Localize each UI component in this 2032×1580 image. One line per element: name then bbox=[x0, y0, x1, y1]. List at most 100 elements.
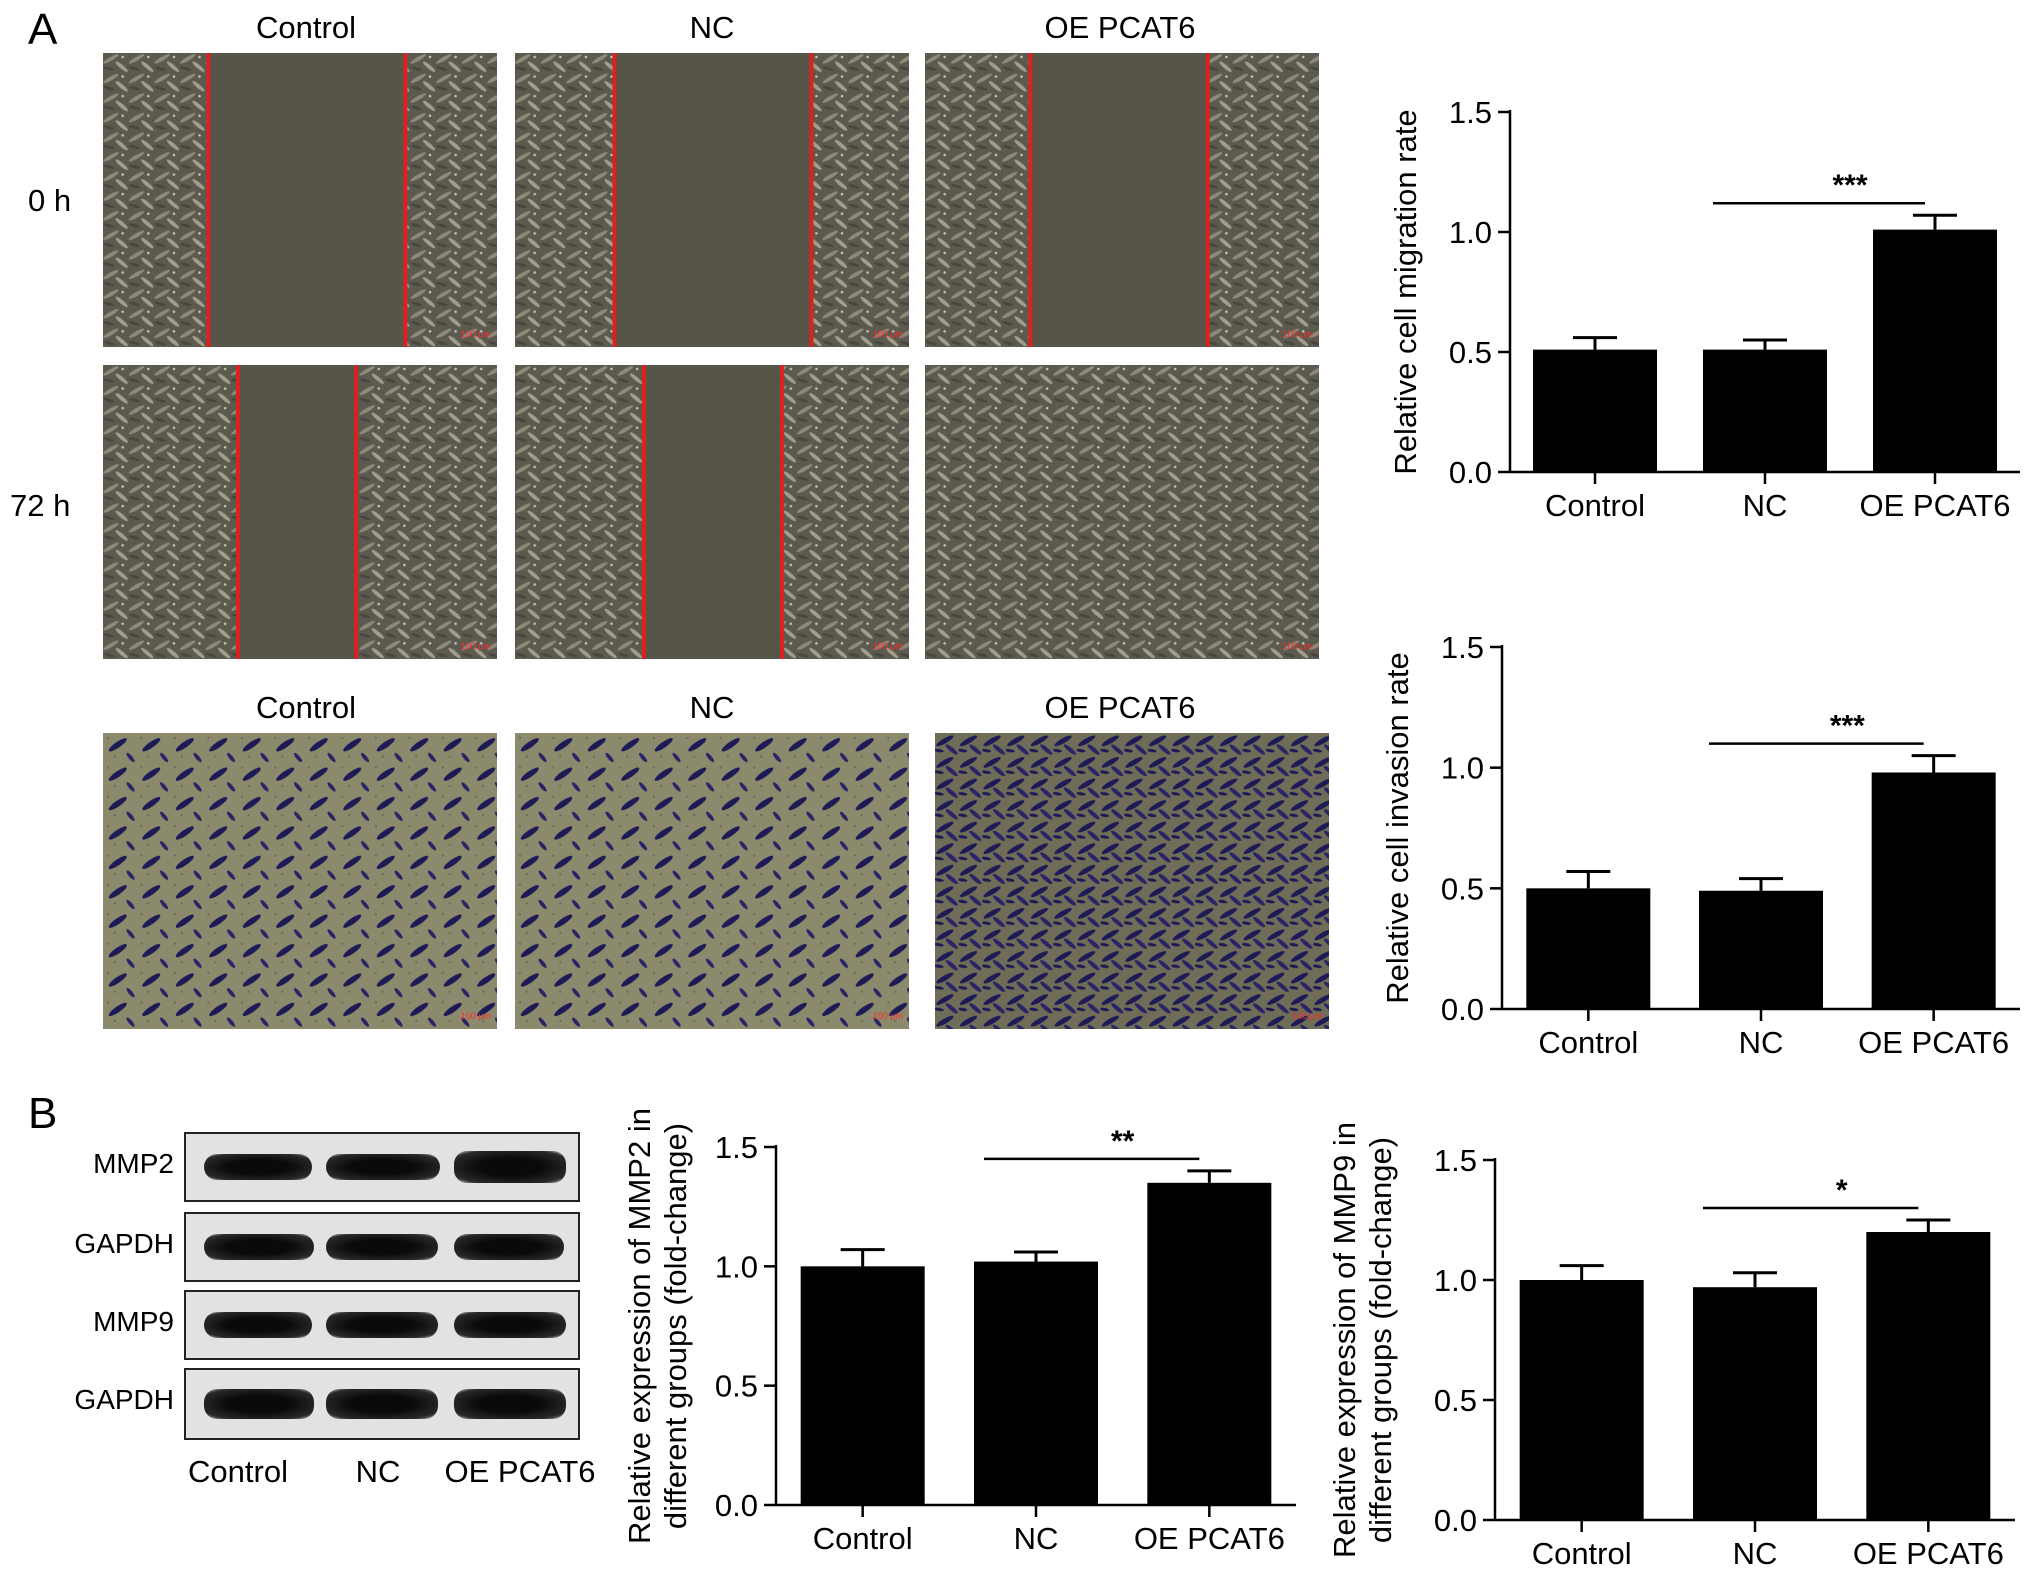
bar bbox=[1519, 1280, 1644, 1520]
wound-image-oe-pcat6-72h: 100 μm bbox=[922, 362, 1322, 662]
wound-image-oe-pcat6-0h: 100 μm bbox=[922, 50, 1322, 350]
scale-bar: 100 μm bbox=[1282, 641, 1313, 651]
transwell-image-oe-pcat6: 100 μm bbox=[932, 730, 1332, 1032]
scale-bar: 100 μm bbox=[872, 329, 903, 339]
blot-band bbox=[204, 1234, 314, 1260]
y-tick-label: 0.5 bbox=[1441, 871, 1484, 906]
panel-label-b: B bbox=[28, 1089, 58, 1138]
x-tick-label: NC bbox=[1743, 488, 1788, 523]
bar bbox=[1873, 229, 1997, 472]
scale-bar: 100 μm bbox=[460, 641, 491, 651]
x-tick-label: NC bbox=[1739, 1025, 1784, 1060]
y-tick-label: 0.5 bbox=[715, 1369, 758, 1404]
blot-band bbox=[454, 1151, 566, 1183]
chart-mmp2: 0.0 0.5 1.0 1.5 Control NC OE PCAT6 ** Relative … bbox=[622, 1108, 1296, 1556]
significance-marker: ** bbox=[1111, 1125, 1135, 1158]
bar bbox=[1147, 1182, 1272, 1505]
wound-image-nc-0h: 100 μm bbox=[512, 50, 912, 350]
y-tick-label: 0.0 bbox=[1449, 455, 1492, 490]
bar bbox=[1703, 349, 1827, 472]
timepoint-label-0h: 0 h bbox=[28, 183, 72, 218]
transwell-header-oe-pcat6: OE PCAT6 bbox=[1044, 690, 1196, 725]
blot-strip-gapdh-2 bbox=[184, 1368, 580, 1440]
wound-image-nc-72h: 100 μm bbox=[512, 362, 912, 662]
blot-lane-oe-pcat6: OE PCAT6 bbox=[444, 1454, 596, 1489]
y-tick-label: 1.5 bbox=[1449, 95, 1492, 130]
timepoint-label-72h: 72 h bbox=[10, 488, 71, 523]
panel-label-a: A bbox=[28, 5, 58, 54]
y-axis-label-line: Relative expression of MMP2 in bbox=[622, 1108, 657, 1544]
x-tick-label: OE PCAT6 bbox=[1858, 1025, 2009, 1060]
y-axis-label: Relative expression of MMP2 indifferent … bbox=[622, 1108, 693, 1544]
x-tick-label: Control bbox=[1545, 488, 1645, 523]
scale-bar: 100 μm bbox=[1292, 1011, 1323, 1021]
blot-band bbox=[454, 1234, 564, 1260]
x-tick-label: OE PCAT6 bbox=[1134, 1521, 1285, 1556]
transwell-header-nc: NC bbox=[689, 690, 735, 725]
y-tick-label: 0.5 bbox=[1434, 1383, 1477, 1418]
blot-strip-gapdh-1 bbox=[184, 1212, 580, 1282]
y-axis-label: Relative cell invasion rate bbox=[1380, 652, 1415, 1004]
y-axis-label: Relative expression of MMP9 indifferent … bbox=[1327, 1122, 1398, 1558]
x-tick-label: NC bbox=[1733, 1536, 1778, 1571]
blot-band bbox=[454, 1389, 566, 1419]
wound-header-oe-pcat6: OE PCAT6 bbox=[1044, 10, 1196, 45]
y-axis-label-line: different groups (fold-change) bbox=[1363, 1137, 1398, 1543]
transwell-image-nc: 100 μm bbox=[512, 730, 912, 1032]
scale-bar: 100 μm bbox=[460, 329, 491, 339]
blot-label-gapdh-2: GAPDH bbox=[74, 1384, 174, 1415]
y-tick-label: 1.0 bbox=[715, 1249, 758, 1284]
x-tick-label: NC bbox=[1014, 1521, 1059, 1556]
blot-band bbox=[326, 1389, 438, 1419]
blot-label-mmp9: MMP9 bbox=[93, 1306, 174, 1337]
bar bbox=[1866, 1232, 1991, 1520]
y-tick-label: 1.5 bbox=[715, 1130, 758, 1165]
x-tick-label: OE PCAT6 bbox=[1859, 488, 2010, 523]
chart-mmp9: 0.0 0.5 1.0 1.5 Control NC OE PCAT6 * Relative e… bbox=[1327, 1122, 2015, 1571]
y-axis-label: Relative cell migration rate bbox=[1388, 109, 1423, 474]
chart-invasion: 0.0 0.5 1.0 1.5 Control NC OE PCAT6 *** Relative… bbox=[1380, 630, 2020, 1060]
y-tick-label: 1.0 bbox=[1449, 215, 1492, 250]
x-tick-label: Control bbox=[813, 1521, 913, 1556]
scale-bar: 100 μm bbox=[1282, 329, 1313, 339]
wound-header-nc: NC bbox=[689, 10, 735, 45]
scale-bar: 100 μm bbox=[872, 641, 903, 651]
y-tick-label: 1.5 bbox=[1434, 1143, 1477, 1178]
significance-marker: *** bbox=[1832, 169, 1867, 202]
wound-header-control: Control bbox=[256, 10, 356, 45]
y-tick-label: 1.0 bbox=[1434, 1263, 1477, 1298]
bar bbox=[800, 1266, 925, 1505]
blot-band bbox=[204, 1312, 312, 1338]
blot-lane-nc: NC bbox=[355, 1454, 401, 1489]
scale-bar: 100 μm bbox=[872, 1011, 903, 1021]
transwell-header-control: Control bbox=[256, 690, 356, 725]
bar bbox=[1526, 888, 1651, 1009]
blot-band bbox=[454, 1312, 566, 1338]
bar bbox=[974, 1261, 1098, 1505]
blot-lane-control: Control bbox=[188, 1454, 288, 1489]
bar bbox=[1533, 349, 1657, 472]
y-axis-label-line: Relative cell invasion rate bbox=[1380, 652, 1415, 1004]
y-tick-label: 0.0 bbox=[1434, 1503, 1477, 1538]
y-tick-label: 1.5 bbox=[1441, 630, 1484, 665]
blot-band bbox=[326, 1312, 438, 1338]
y-tick-label: 1.0 bbox=[1441, 751, 1484, 786]
y-axis-label-line: Relative expression of MMP9 in bbox=[1327, 1122, 1362, 1558]
blot-strip-mmp2 bbox=[184, 1132, 580, 1202]
significance-marker: * bbox=[1836, 1174, 1848, 1207]
x-tick-label: Control bbox=[1532, 1536, 1632, 1571]
bar bbox=[1699, 890, 1823, 1009]
blot-band bbox=[326, 1234, 438, 1260]
blot-band bbox=[204, 1154, 312, 1180]
blot-label-mmp2: MMP2 bbox=[93, 1148, 174, 1179]
y-tick-label: 0.0 bbox=[715, 1488, 758, 1523]
transwell-image-control: 100 μm bbox=[100, 730, 500, 1032]
blot-band bbox=[326, 1154, 440, 1180]
y-axis-label-line: different groups (fold-change) bbox=[658, 1123, 693, 1529]
significance-marker: *** bbox=[1830, 710, 1865, 743]
blot-label-gapdh-1: GAPDH bbox=[74, 1228, 174, 1259]
chart-migration: 0.0 0.5 1.0 1.5 Control NC OE PCAT6 *** Relative… bbox=[1388, 95, 2020, 523]
bar bbox=[1871, 772, 1996, 1009]
scale-bar: 100 μm bbox=[460, 1011, 491, 1021]
